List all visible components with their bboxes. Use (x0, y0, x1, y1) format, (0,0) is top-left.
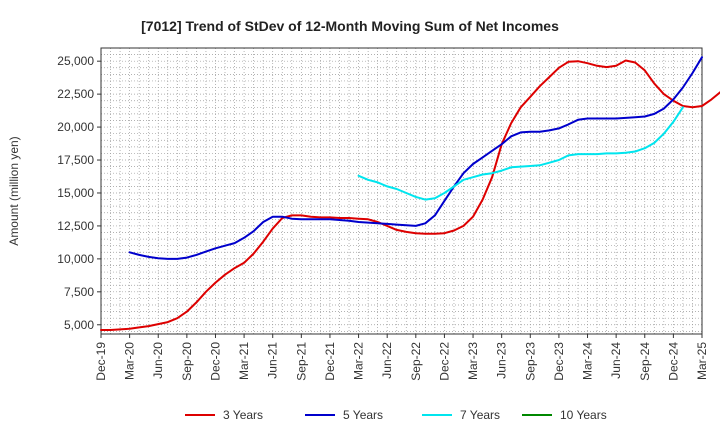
x-tick-label: Mar-22 (352, 342, 366, 380)
x-tick-label: Dec-23 (552, 342, 566, 381)
series-line-5-years (128, 56, 703, 260)
x-tick-label: Mar-25 (695, 342, 709, 380)
x-tick-label: Jun-23 (495, 342, 509, 379)
x-tick-label: Sep-22 (409, 342, 423, 381)
x-tick-label: Sep-24 (638, 342, 652, 381)
x-tick-label: Jun-22 (380, 342, 394, 379)
chart-title: [7012] Trend of StDev of 12-Month Moving… (141, 18, 559, 34)
x-tick-label: Sep-21 (294, 342, 308, 381)
y-tick-label: 7,500 (64, 285, 94, 299)
x-tick-label: Dec-21 (323, 342, 337, 381)
axes-layer: 5,000 7,500 10,000 12,500 15,000 17,500 20,000… (57, 47, 709, 381)
x-tick-label: Mar-20 (123, 342, 137, 380)
x-tick-label: Dec-20 (208, 342, 222, 381)
y-tick-label: 12,500 (57, 219, 94, 233)
series-line-7-years (357, 106, 684, 201)
y-tick-label: 22,500 (57, 87, 94, 101)
legend: 3 Years 5 Years 7 Years 10 Years (185, 408, 607, 422)
x-tick-label: Mar-23 (466, 342, 480, 380)
y-tick-label: 25,000 (57, 54, 94, 68)
x-tick-label: Jun-21 (266, 342, 280, 379)
legend-label-7-years: 7 Years (460, 408, 500, 422)
x-tick-label: Dec-19 (94, 342, 108, 381)
legend-label-10-years: 10 Years (560, 408, 607, 422)
x-tick-label: Mar-21 (237, 342, 251, 380)
y-axis-label: Amount (million yen) (7, 136, 21, 245)
legend-label-3-years: 3 Years (223, 408, 263, 422)
x-tick-label: Jun-20 (151, 342, 165, 379)
plot-frame (100, 47, 703, 335)
y-tick-label: 5,000 (64, 318, 94, 332)
y-tick-label: 10,000 (57, 252, 94, 266)
y-tick-label: 20,000 (57, 120, 94, 134)
y-tick-label: 15,000 (57, 186, 94, 200)
x-tick-label: Sep-20 (180, 342, 194, 381)
series-line-3-years (100, 59, 720, 331)
series-layer (100, 56, 720, 331)
y-tick-label: 17,500 (57, 153, 94, 167)
x-tick-label: Dec-22 (437, 342, 451, 381)
legend-label-5-years: 5 Years (343, 408, 383, 422)
x-tick-label: Sep-23 (523, 342, 537, 381)
x-tick-label: Mar-24 (581, 342, 595, 380)
x-tick-label: Dec-24 (666, 342, 680, 381)
x-tick-label: Jun-24 (609, 342, 623, 379)
